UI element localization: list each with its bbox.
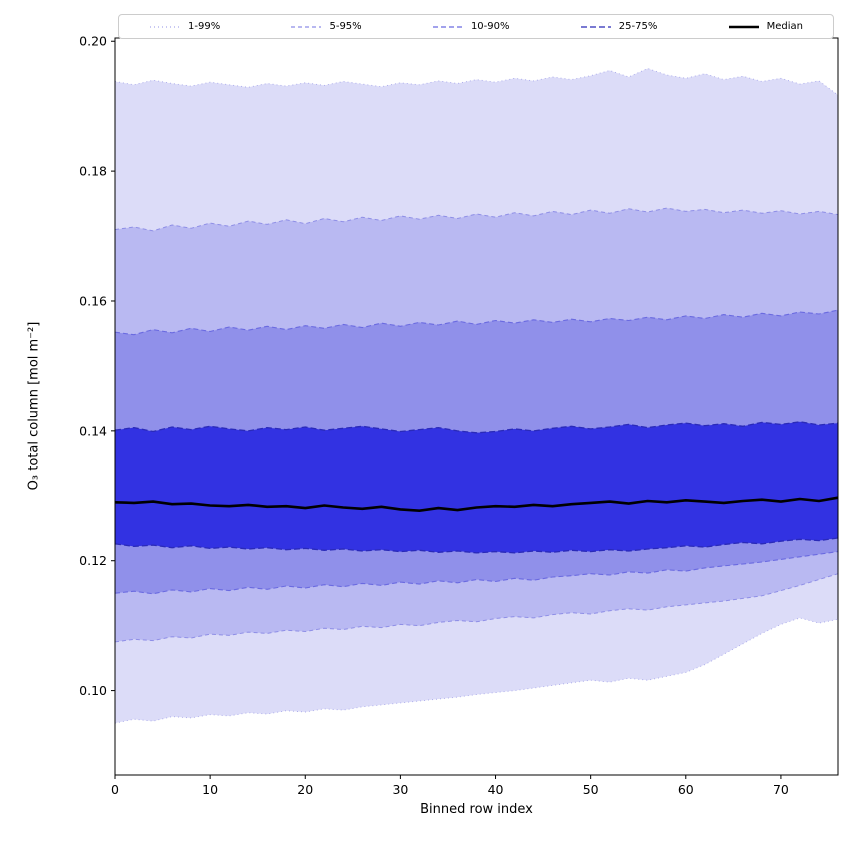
x-tick-label: 30	[392, 782, 408, 797]
x-tick-label: 50	[583, 782, 599, 797]
x-tick-label: 70	[773, 782, 789, 797]
legend-item-label: 10-90%	[470, 21, 510, 32]
x-tick-label: 40	[488, 782, 504, 797]
legend-item: 10-90%	[432, 21, 510, 32]
y-tick-label: 0.18	[79, 164, 107, 179]
median-line	[114, 496, 839, 512]
y-tick-label: 0.12	[79, 553, 107, 568]
legend-line-sample-icon	[291, 25, 322, 28]
x-tick-label: 10	[202, 782, 218, 797]
legend-line-sample-icon	[580, 25, 611, 28]
y-tick-label: 0.16	[79, 293, 107, 308]
percentile-line-p1	[114, 617, 839, 724]
percentile-line-p90	[114, 309, 839, 336]
x-tick-label: 0	[111, 782, 119, 797]
legend-item: 25-75%	[580, 21, 658, 32]
y-tick-label: 0.14	[79, 423, 107, 438]
percentile-line-p75	[114, 421, 839, 434]
legend-item-label: Median	[766, 21, 803, 32]
band-fill-25-75%	[115, 421, 838, 553]
x-axis-label: Binned row index	[420, 802, 533, 817]
legend-item: 5-95%	[290, 21, 362, 32]
legend-item-label: 25-75%	[618, 21, 658, 32]
x-tick-label: 20	[297, 782, 313, 797]
y-tick-label: 0.20	[79, 34, 107, 49]
y-axis-label: O₃ total column [mol m⁻²]	[26, 321, 42, 491]
percentile-line-p10	[114, 551, 839, 595]
legend-line-sample-icon	[432, 25, 463, 28]
legend-item: 1-99%	[149, 21, 220, 32]
percentile-line-p25	[114, 537, 839, 554]
legend-item-label: 5-95%	[329, 21, 362, 32]
percentile-line-p5	[114, 573, 839, 643]
y-tick-label: 0.10	[79, 683, 107, 698]
legend-item-label: 1-99%	[188, 21, 221, 32]
legend-item: Median	[728, 21, 803, 32]
legend: 1-99% 5-95% 10-90% 25-75% Median	[118, 14, 834, 39]
legend-line-sample-icon	[150, 25, 180, 28]
legend-line-sample-icon	[728, 25, 759, 28]
x-tick-label: 60	[678, 782, 694, 797]
